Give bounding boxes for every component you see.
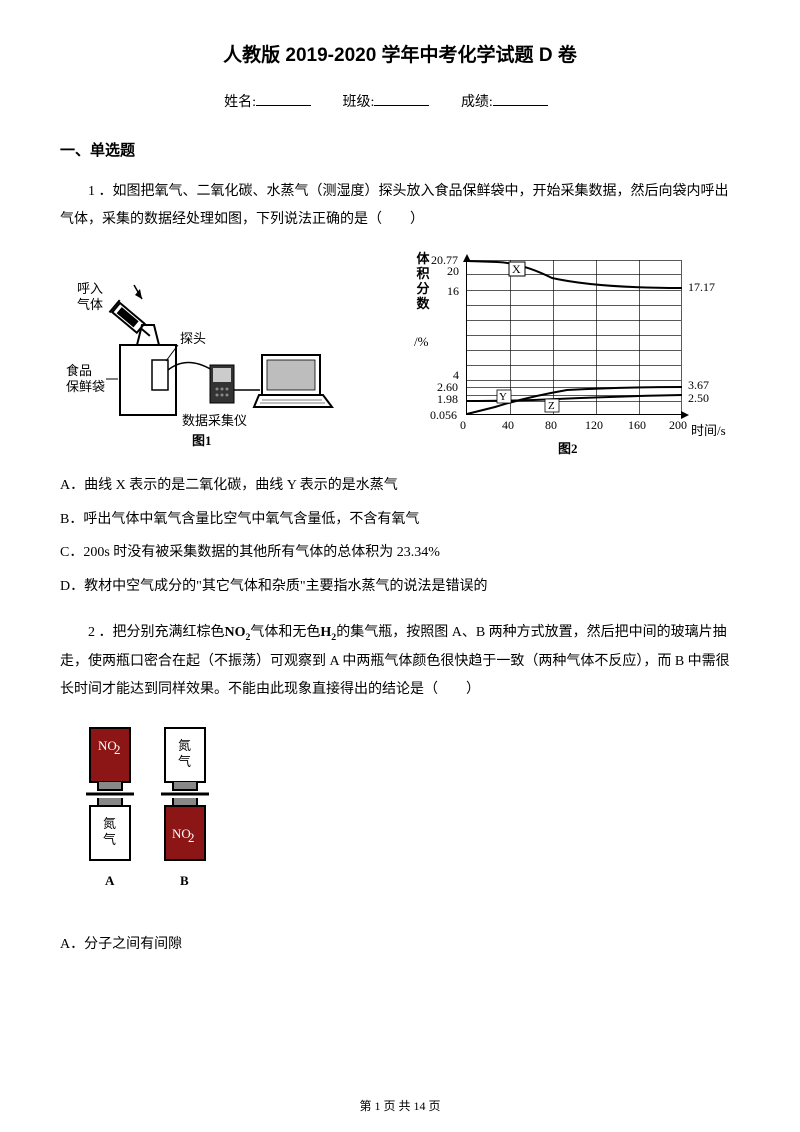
q2-figure: NO2 氮 气 A 氮 气 NO2 B xyxy=(70,720,740,910)
chart-plot-area: X Y Z xyxy=(466,260,681,415)
xtick: 160 xyxy=(628,418,646,433)
xtick: 200 xyxy=(669,418,687,433)
xtick: 0 xyxy=(460,418,466,433)
q1-options: A．曲线 X 表示的是二氧化碳，曲线 Y 表示的是水蒸气 B．呼出气体中氧气含量… xyxy=(60,469,740,603)
figure-1-apparatus: 呼入 气体 探头 食品 保鲜袋 数据采集仪 图1 xyxy=(62,255,362,455)
svg-text:2: 2 xyxy=(114,742,121,757)
q1-text: 如图把氧气、二氧化碳、水蒸气（测湿度）探头放入食品保鲜袋中，开始采集数据，然后向… xyxy=(60,184,729,227)
svg-text:保鲜袋: 保鲜袋 xyxy=(66,379,105,394)
ytick: 20 xyxy=(447,264,459,279)
right-value: 17.17 xyxy=(688,280,715,295)
q2-option-a: A．分子之间有间隙 xyxy=(60,928,740,962)
fig1-caption: 图1 xyxy=(192,433,212,448)
fig2-caption: 图2 xyxy=(558,438,578,457)
q1-option-a: A．曲线 X 表示的是二氧化碳，曲线 Y 表示的是水蒸气 xyxy=(60,469,740,503)
name-blank[interactable] xyxy=(256,105,311,106)
chart-ylabel: 体 积 分 数 xyxy=(414,252,432,312)
chart-ylabel-unit: /% xyxy=(414,334,428,350)
score-label: 成绩: xyxy=(461,95,493,110)
q2-num: 2 ． xyxy=(88,625,113,640)
label-bag: 食品 xyxy=(66,363,92,378)
chart-xlabel: 时间/s xyxy=(691,420,726,439)
q1-option-c: C．200s 时没有被采集数据的其他所有气体的总体积为 23.34% xyxy=(60,536,740,570)
xtick: 120 xyxy=(585,418,603,433)
svg-text:气: 气 xyxy=(178,754,191,769)
score-blank[interactable] xyxy=(493,105,548,106)
class-blank[interactable] xyxy=(374,105,429,106)
right-value: 2.50 xyxy=(688,391,709,406)
svg-text:2: 2 xyxy=(188,830,195,845)
label-inhale: 呼入 xyxy=(77,281,103,296)
q1-figures: 呼入 气体 探头 食品 保鲜袋 数据采集仪 图1 体 积 分 数 /% xyxy=(60,250,740,455)
svg-text:氮: 氮 xyxy=(103,816,116,831)
xtick: 40 xyxy=(502,418,514,433)
question-1: 1 ．如图把氧气、二氧化碳、水蒸气（测湿度）探头放入食品保鲜袋中，开始采集数据，… xyxy=(60,178,740,234)
q1-option-b: B．呼出气体中氧气含量比空气中氧气含量低，不含有氧气 xyxy=(60,503,740,537)
name-label: 姓名: xyxy=(224,95,256,110)
ytick: 1.98 xyxy=(437,392,458,407)
svg-text:气: 气 xyxy=(103,832,116,847)
ytick: 16 xyxy=(447,284,459,299)
page-footer: 第 1 页 共 14 页 xyxy=(0,1097,800,1114)
svg-text:B: B xyxy=(180,873,189,888)
figure-bottles: NO2 氮 气 A 氮 气 NO2 B xyxy=(70,720,250,905)
label-daq: 数据采集仪 xyxy=(182,413,247,428)
section-heading: 一、单选题 xyxy=(60,139,740,160)
svg-text:A: A xyxy=(105,873,115,888)
class-label: 班级: xyxy=(343,95,375,110)
figure-2-chart: 体 积 分 数 /% xyxy=(408,250,738,455)
xtick: 80 xyxy=(545,418,557,433)
page-title: 人教版 2019-2020 学年中考化学试题 D 卷 xyxy=(60,40,740,67)
question-2: 2 ．把分别充满红棕色NO2气体和无色H2的集气瓶，按照图 A、B 两种方式放置… xyxy=(60,619,740,703)
svg-text:气体: 气体 xyxy=(77,297,103,312)
ytick: 0.056 xyxy=(430,408,457,423)
q2-options: A．分子之间有间隙 xyxy=(60,928,740,962)
label-probe: 探头 xyxy=(180,331,206,346)
q1-option-d: D．教材中空气成分的"其它气体和杂质"主要指水蒸气的说法是错误的 xyxy=(60,570,740,604)
svg-text:氮: 氮 xyxy=(178,738,191,753)
q1-num: 1 ． xyxy=(88,184,113,199)
student-info-row: 姓名: 班级: 成绩: xyxy=(60,91,740,111)
